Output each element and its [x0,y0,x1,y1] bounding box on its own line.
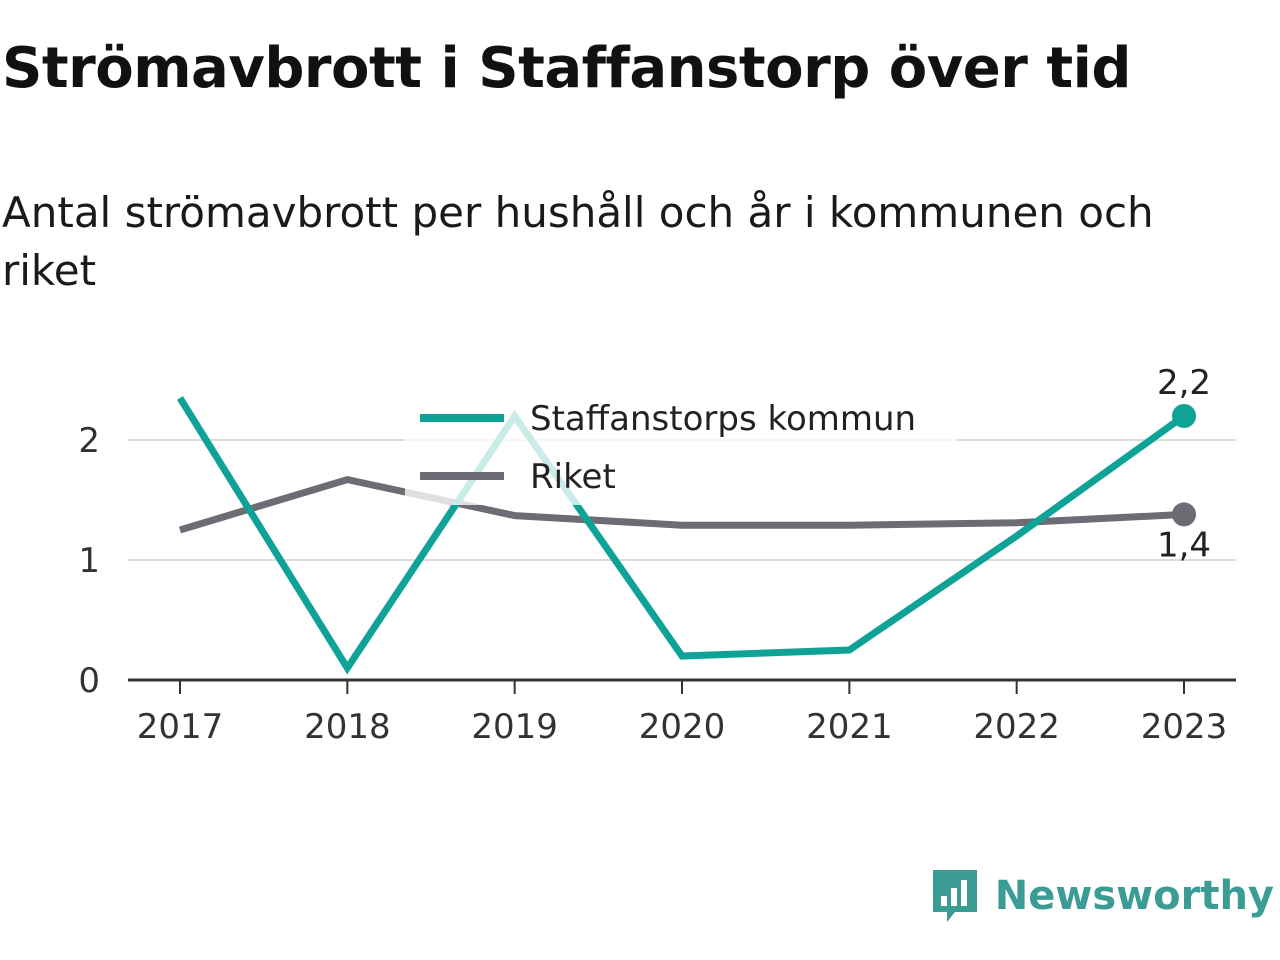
legend-background [405,393,957,505]
x-tick-label-2018: 2018 [304,707,391,747]
chart-title: Strömavbrott i Staffanstorp över tid [2,36,1131,101]
x-tick-label-2017: 2017 [137,707,224,747]
x-tick-label-2023: 2023 [1141,707,1228,747]
series-lines [177,396,1187,675]
brand-name: Newsworthy [994,873,1274,919]
x-axis-ticks: 2017 2018 2019 2020 2021 2022 2023 [128,678,1236,747]
end-marker-1 [1172,502,1196,527]
x-tick-label-2021: 2021 [806,707,893,747]
y-tick-label-2: 2 [78,421,100,461]
y-tick-label-0: 0 [78,661,100,701]
end-markers: 2,2 1,4 [1157,363,1211,565]
y-axis-ticks: 0 1 2 [78,421,100,701]
newsworthy-logo-icon [932,870,977,922]
x-tick-label-2019: 2019 [471,707,558,747]
end-label-0: 2,2 [1157,363,1211,403]
series-line-1 [178,475,1185,534]
legend-label-1: Riket [530,457,616,497]
x-tick-label-2022: 2022 [973,707,1060,747]
end-label-1: 1,4 [1157,525,1211,565]
y-tick-label-1: 1 [78,541,100,581]
x-tick-label-2020: 2020 [639,707,726,747]
chart-subtitle: Antal strömavbrott per hushåll och år i … [2,188,1154,295]
legend-label-0: Staffanstorps kommun [530,399,916,439]
series-line-0 [177,396,1187,675]
end-marker-0 [1172,404,1196,428]
brand-logo: Newsworthy [929,866,1274,926]
legend: Staffanstorps kommun Riket [405,393,957,505]
